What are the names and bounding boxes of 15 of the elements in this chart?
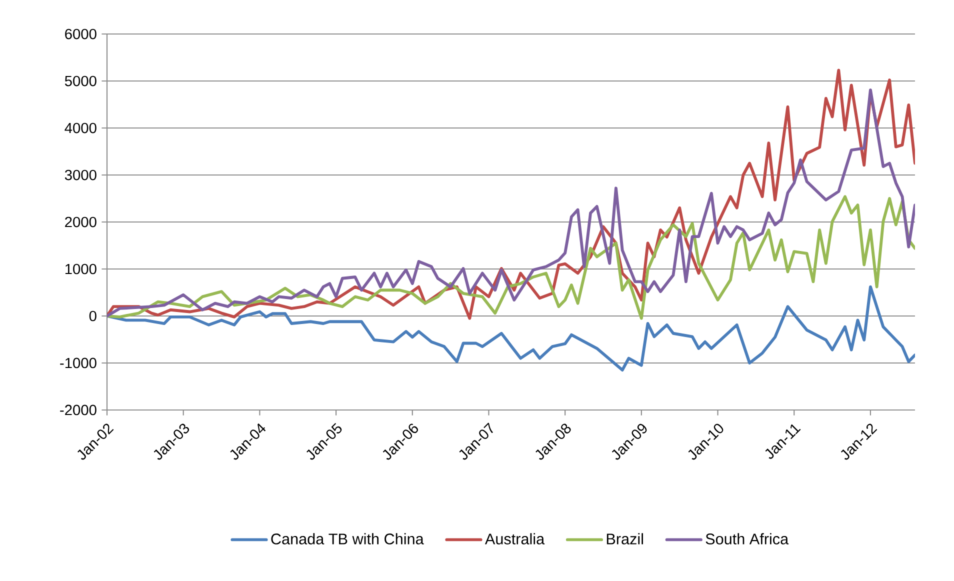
line-series [107, 285, 915, 372]
line-series [107, 195, 915, 320]
legend-label: Brazil [606, 533, 643, 544]
y-tick-label: 3000 [64, 170, 96, 180]
y-tick-label: 4000 [64, 122, 96, 134]
y-tick-label: 5000 [64, 76, 96, 86]
legend-label: Australia [484, 533, 545, 544]
y-tick-label: 6000 [65, 28, 96, 40]
y-tick-label: -2000 [60, 404, 96, 416]
y-tick-label: -1000 [60, 358, 96, 368]
y-tick-label: 2000 [65, 216, 96, 228]
y-tick-label: 0 [89, 310, 96, 322]
legend-label: Canada TB with China [271, 533, 424, 544]
y-tick-label: 1000 [65, 264, 96, 274]
legend-label: South Africa [706, 533, 789, 544]
